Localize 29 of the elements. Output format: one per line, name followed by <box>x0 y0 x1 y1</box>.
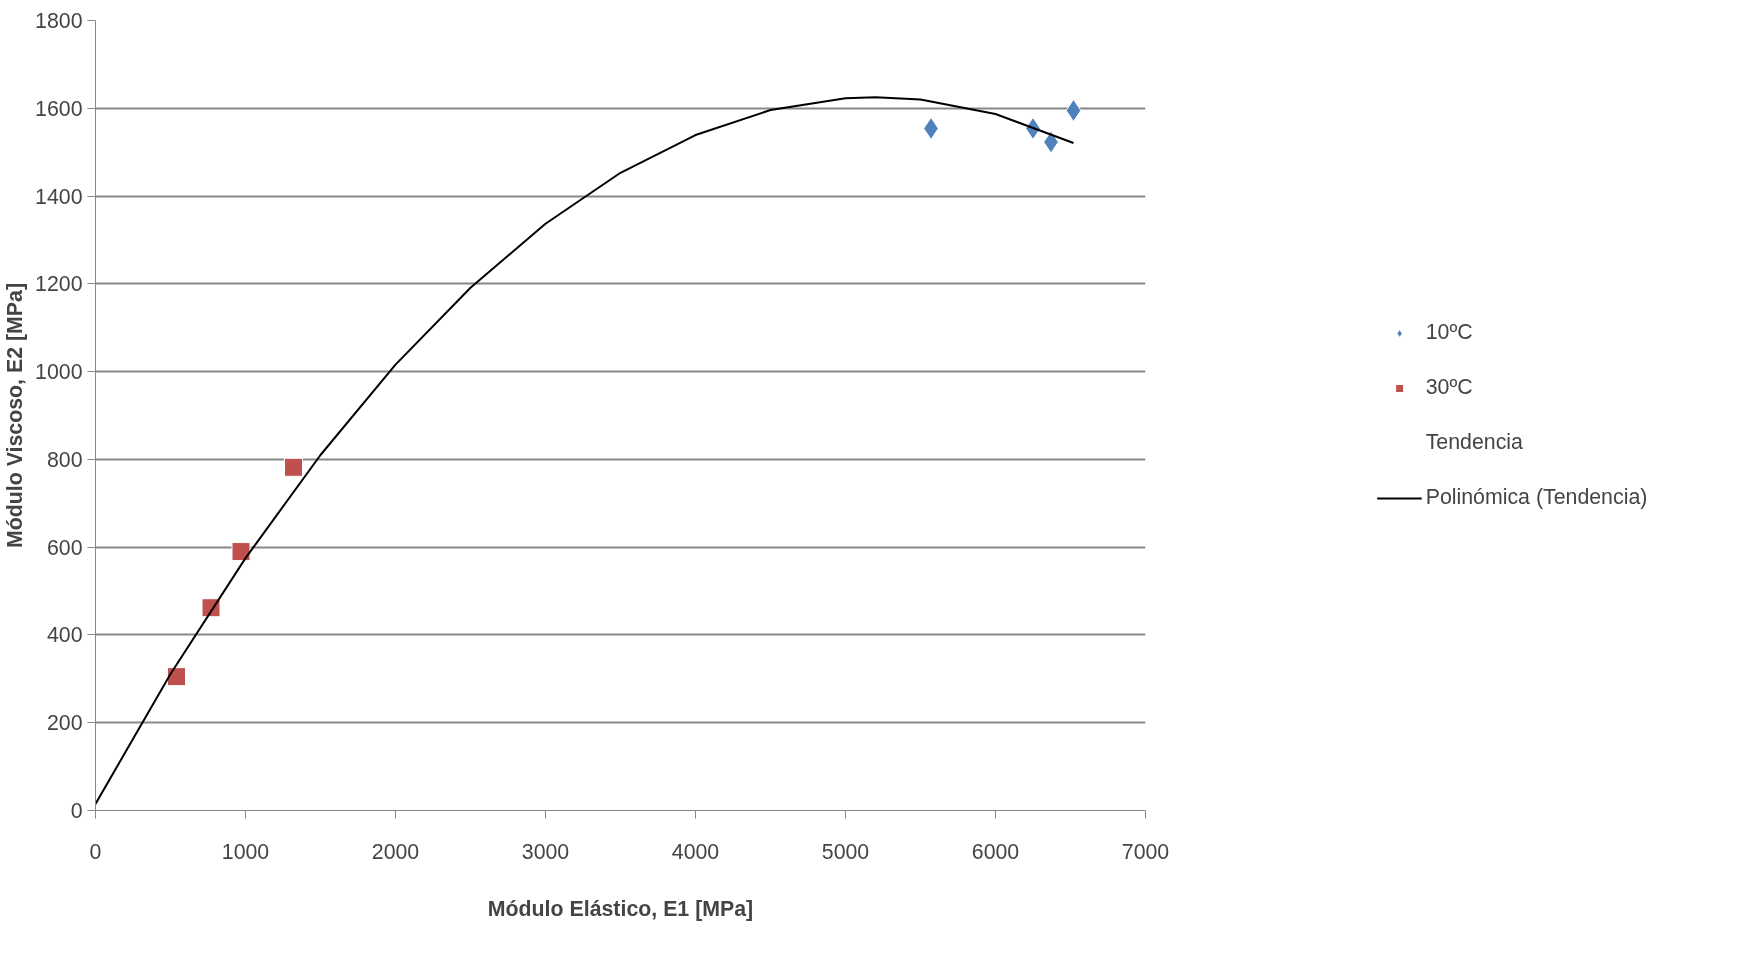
y-tick-label: 800 <box>46 447 83 472</box>
y-tick-label: 1600 <box>35 96 83 121</box>
legend-label: 30ºC <box>1425 375 1473 400</box>
y-tick-label: 1200 <box>35 272 83 297</box>
y-tick-label: 1800 <box>35 9 83 33</box>
x-tick-label: 7000 <box>1121 839 1170 864</box>
x-tick-label: 5000 <box>821 839 870 864</box>
point <box>231 542 251 562</box>
point <box>167 667 186 687</box>
x-tick-label: 6000 <box>971 839 1020 864</box>
y-tick-label: 400 <box>46 623 83 648</box>
x-tick-label: 3000 <box>521 839 570 864</box>
y-tick-label: 0 <box>70 799 83 823</box>
x-tick-label: 4000 <box>671 839 720 864</box>
x-tick-label: 0 <box>89 839 102 864</box>
line-series <box>95 96 1075 805</box>
y-tick-label: 600 <box>46 535 83 560</box>
legend-label: 10ºC <box>1425 320 1473 345</box>
x-axis-title: Módulo Elástico, E1 [MPa] <box>487 896 754 921</box>
legend-label: Polinómica (Tendencia) <box>1425 485 1648 510</box>
x-tick-label: 1000 <box>221 839 270 864</box>
y-tick-label: 1000 <box>35 360 83 385</box>
y-tick-label: 1400 <box>35 184 83 209</box>
point <box>284 457 303 477</box>
y-tick-label: 200 <box>46 711 83 736</box>
y-axis-title: Módulo Viscoso, E2 [MPa] <box>3 282 28 549</box>
text: Tendencia <box>1425 430 1523 455</box>
point <box>1065 98 1082 122</box>
x-tick-label: 2000 <box>371 839 420 864</box>
